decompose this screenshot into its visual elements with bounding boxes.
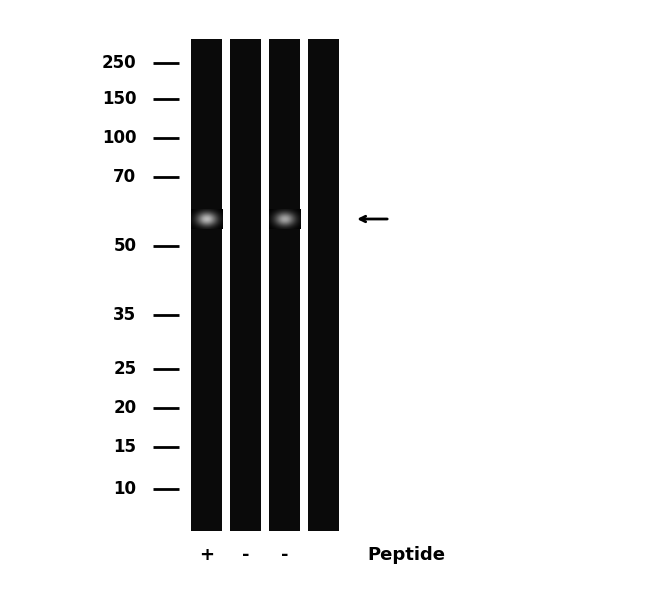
Text: 150: 150 bbox=[102, 90, 136, 108]
Text: -: - bbox=[281, 546, 289, 564]
Text: 35: 35 bbox=[113, 306, 136, 324]
Bar bbox=[230, 39, 261, 531]
Text: 250: 250 bbox=[102, 54, 136, 72]
Text: 20: 20 bbox=[113, 399, 136, 417]
Text: 15: 15 bbox=[114, 438, 136, 456]
Text: 10: 10 bbox=[114, 480, 136, 498]
Text: 70: 70 bbox=[113, 168, 136, 186]
Bar bbox=[191, 39, 222, 531]
Text: -: - bbox=[242, 546, 250, 564]
Text: Peptide: Peptide bbox=[367, 546, 445, 564]
Bar bbox=[308, 39, 339, 531]
Text: 50: 50 bbox=[114, 237, 136, 255]
Text: +: + bbox=[199, 546, 215, 564]
Bar bbox=[269, 39, 300, 531]
Text: 100: 100 bbox=[102, 129, 136, 147]
Text: 25: 25 bbox=[113, 360, 136, 378]
